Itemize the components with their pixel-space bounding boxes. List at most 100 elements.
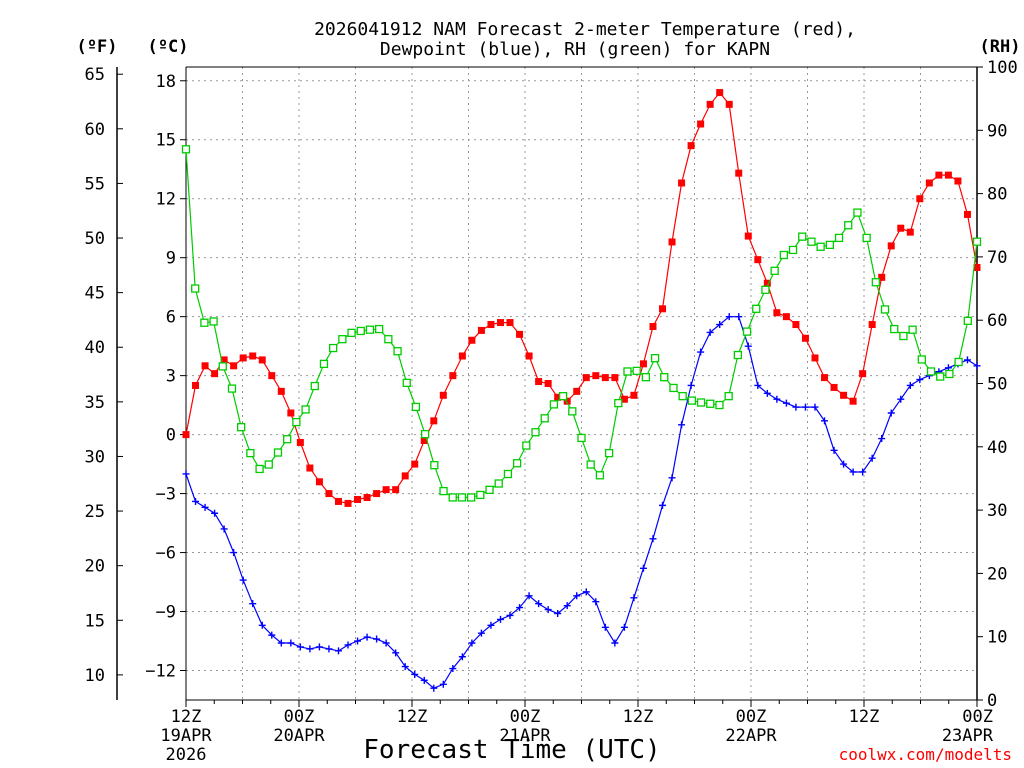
rh-point <box>908 325 917 334</box>
temperature-point <box>230 362 238 370</box>
time-tick-label: 12Z <box>623 707 654 727</box>
dewpoint-series <box>182 313 981 692</box>
temperature-point <box>277 387 285 395</box>
rh-point <box>770 266 779 275</box>
dewpoint-point <box>192 497 200 505</box>
time-tick-label: 12Z <box>171 707 202 727</box>
celsius-tick-label: −6 <box>156 544 176 564</box>
rh-point <box>531 428 540 437</box>
rh-point <box>466 493 476 502</box>
rh-point <box>936 372 945 381</box>
temperature-point <box>554 393 562 401</box>
rh-point <box>237 423 246 432</box>
rh-point <box>310 381 319 391</box>
rh-point <box>798 232 807 241</box>
dewpoint-point <box>639 564 647 572</box>
temperature-point <box>906 228 914 236</box>
dewpoint-point <box>754 381 762 389</box>
rh-point <box>283 435 292 444</box>
rh-point <box>586 460 595 469</box>
temperature-point <box>477 326 485 334</box>
temperature-point <box>973 264 981 272</box>
dewpoint-point <box>239 576 247 584</box>
temperature-point <box>239 354 247 362</box>
dewpoint-point <box>344 641 352 649</box>
dewpoint-point <box>325 645 333 653</box>
rh-point <box>411 402 421 412</box>
rh-point <box>641 373 651 382</box>
rh-point <box>604 448 614 458</box>
rh-point <box>834 233 844 243</box>
temperature-point <box>220 356 228 364</box>
fahrenheit-tick-label: 35 <box>85 393 105 413</box>
rh-point <box>255 464 264 474</box>
rh-point <box>393 347 402 356</box>
time-tick-label: 00Z <box>510 707 541 727</box>
celsius-tick-label: −3 <box>156 485 176 505</box>
rh-point <box>301 405 310 414</box>
temperature-point <box>506 319 514 327</box>
dewpoint-point <box>649 535 657 543</box>
rh-point <box>733 350 743 360</box>
dewpoint-point <box>287 639 295 647</box>
temperature-point <box>611 374 619 382</box>
rh-tick-label: 70 <box>987 248 1007 268</box>
dewpoint-point <box>763 389 771 397</box>
temperature-point <box>859 370 867 378</box>
rh-point <box>623 367 632 376</box>
temperature-point <box>496 319 504 327</box>
temperature-point <box>449 372 457 380</box>
temperature-point <box>735 169 743 177</box>
dewpoint-point <box>668 474 676 482</box>
rh-point <box>448 493 457 502</box>
dewpoint-point <box>792 403 800 411</box>
temperature-point <box>268 372 276 380</box>
dewpoint-point <box>697 348 705 356</box>
temperature-point <box>963 210 971 218</box>
dewpoint-point <box>973 362 981 370</box>
celsius-tick-label: 6 <box>166 308 176 328</box>
dewpoint-point <box>678 421 686 429</box>
temperature-point <box>878 273 886 281</box>
dewpoint-point <box>906 381 914 389</box>
credit-text: coolwx.com/modelts <box>839 745 1012 764</box>
rh-point <box>752 304 761 313</box>
temperature-point <box>811 354 819 362</box>
dewpoint-point <box>821 417 829 425</box>
temperature-point <box>487 321 495 329</box>
temperature-point <box>649 322 657 330</box>
dewpoint-point <box>268 631 276 639</box>
temperature-point <box>687 142 695 150</box>
rh-point <box>494 479 503 488</box>
temperature-point <box>201 362 209 370</box>
temperature-point <box>706 100 714 108</box>
dewpoint-point <box>687 381 695 389</box>
dewpoint-point <box>706 328 714 336</box>
dewpoint-point <box>801 403 809 411</box>
unit-celsius: (ºC) <box>148 37 189 57</box>
rh-point <box>926 367 936 376</box>
rh-point <box>853 208 862 217</box>
rh-point <box>338 335 347 344</box>
temperature-point <box>315 478 323 486</box>
rh-tick-label: 50 <box>987 375 1007 395</box>
time-tick-date: 20APR <box>273 726 325 746</box>
dewpoint-point <box>773 395 781 403</box>
unit-rh: (RH) <box>980 37 1021 57</box>
dewpoint-point <box>182 470 190 478</box>
fahrenheit-tick-label: 25 <box>85 502 105 522</box>
dewpoint-point <box>735 313 743 321</box>
temperature-point <box>639 360 647 368</box>
dewpoint-point <box>430 684 438 692</box>
dewpoint-point <box>859 468 867 476</box>
temperature-point <box>354 495 362 503</box>
rh-point <box>329 343 338 353</box>
temperature-point <box>249 352 257 360</box>
rh-point <box>742 327 752 336</box>
rh-point <box>558 392 568 401</box>
rh-point <box>264 460 273 469</box>
fahrenheit-tick-label: 55 <box>85 174 105 194</box>
dewpoint-point <box>725 313 733 321</box>
rh-tick-label: 90 <box>987 121 1007 141</box>
dewpoint-point <box>592 598 600 606</box>
